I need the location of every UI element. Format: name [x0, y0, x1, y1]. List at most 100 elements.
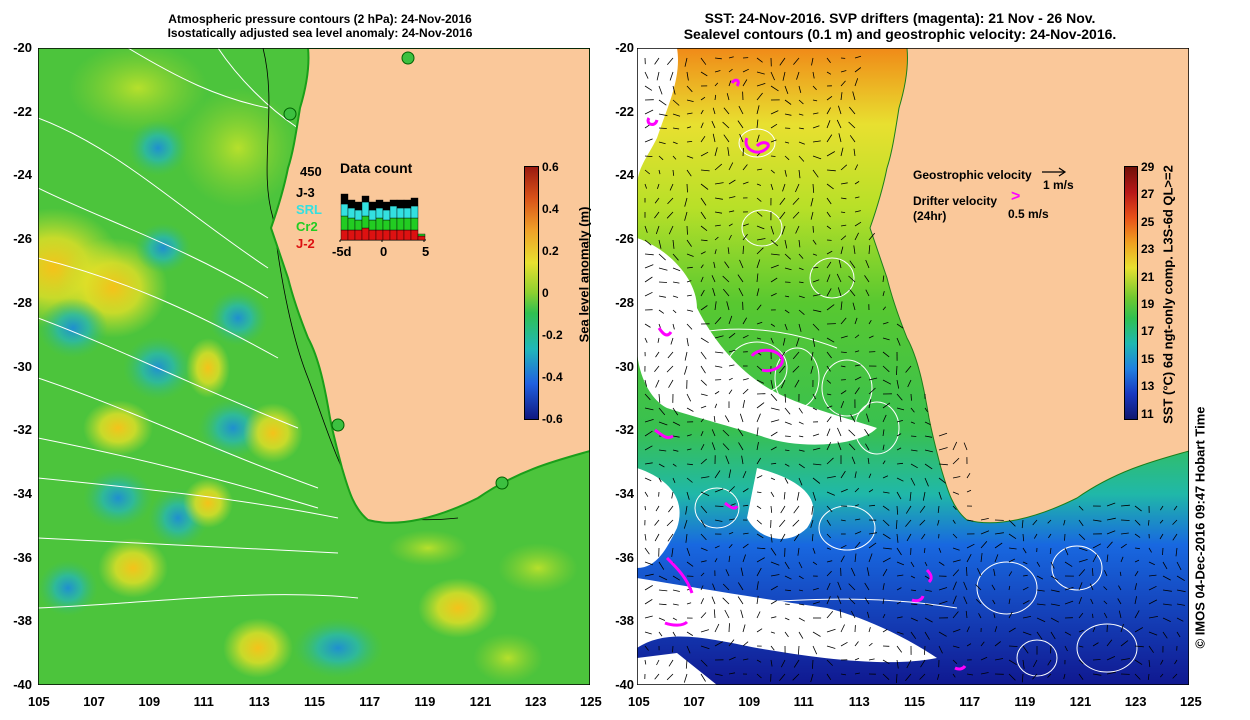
inset-bar-segment [361, 201, 370, 217]
velocity-arrow [1078, 569, 1086, 577]
velocity-arrow [784, 85, 789, 95]
velocity-arrow [812, 99, 818, 102]
velocity-arrow [952, 505, 957, 510]
velocity-arrow [978, 613, 982, 619]
velocity-arrow [896, 477, 904, 482]
velocity-arrow [756, 57, 763, 63]
velocity-arrow [738, 288, 744, 297]
velocity-arrow [770, 293, 777, 297]
velocity-arrow [1008, 611, 1013, 619]
velocity-arrow [742, 470, 747, 479]
velocity-arrow [1174, 659, 1178, 665]
velocity-arrow [644, 323, 651, 328]
velocity-arrow [924, 645, 926, 655]
velocity-arrow [672, 421, 681, 426]
velocity-arrow [756, 211, 763, 217]
velocity-arrow [756, 365, 763, 371]
velocity-arrow [770, 574, 780, 577]
velocity-arrow [686, 126, 692, 129]
velocity-arrow [686, 434, 692, 437]
velocity-arrow [1048, 533, 1052, 539]
velocity-arrow [782, 71, 786, 81]
velocity-arrow [700, 71, 708, 77]
velocity-arrow [910, 603, 918, 606]
velocity-arrow [784, 323, 788, 331]
velocity-arrow [826, 288, 832, 297]
velocity-arrow [840, 224, 847, 227]
velocity-arrow [770, 431, 778, 437]
velocity-arrow [654, 211, 660, 219]
velocity-arrow [896, 561, 905, 566]
velocity-arrow [658, 253, 666, 261]
latitude-tick: -30 [615, 358, 634, 374]
velocity-arrow [848, 583, 856, 591]
velocity-arrow [1106, 517, 1116, 521]
velocity-arrow [1078, 612, 1084, 619]
velocity-arrow [756, 595, 759, 605]
velocity-arrow [924, 463, 933, 470]
velocity-arrow [1120, 658, 1130, 661]
velocity-arrow [797, 547, 800, 556]
velocity-arrow [852, 91, 856, 101]
inset-bar-segment [417, 235, 426, 241]
velocity-arrow [854, 55, 862, 59]
velocity-arrow [923, 547, 926, 554]
velocity-arrow [779, 211, 786, 220]
velocity-arrow [798, 589, 803, 592]
velocity-arrow [756, 557, 765, 563]
velocity-arrow [1092, 519, 1102, 522]
velocity-arrow [792, 197, 800, 205]
velocity-arrow [644, 533, 647, 541]
velocity-arrow [756, 304, 762, 311]
colorbar-tick: 23 [1141, 242, 1155, 257]
velocity-arrow [882, 583, 885, 591]
velocity-arrow [1064, 645, 1068, 652]
velocity-arrow [756, 402, 765, 409]
velocity-arrow [1008, 533, 1017, 540]
velocity-arrow [1172, 533, 1178, 541]
velocity-arrow [742, 234, 748, 241]
velocity-arrow [812, 85, 817, 91]
velocity-arrow [910, 463, 918, 469]
inset-bar-segment [354, 209, 363, 221]
inset-bar-segment [347, 207, 356, 219]
velocity-arrow [896, 631, 904, 635]
velocity-arrow [756, 321, 763, 325]
velocity-arrow [882, 475, 889, 479]
velocity-arrow [770, 264, 779, 269]
left-title-line2: Isostatically adjusted sea level anomaly… [167, 26, 473, 40]
velocity-arrow [868, 553, 873, 563]
velocity-arrow [700, 572, 705, 577]
latitude-tick: -26 [13, 231, 32, 247]
velocity-arrow [905, 505, 912, 514]
velocity-arrow [728, 68, 733, 73]
velocity-arrow [1078, 519, 1084, 527]
velocity-arrow [780, 659, 786, 668]
cloud-mask [637, 48, 937, 685]
velocity-arrow [854, 221, 862, 227]
velocity-arrow [1022, 659, 1025, 669]
velocity-arrow [963, 581, 968, 591]
velocity-arrow [770, 600, 777, 605]
velocity-arrow [966, 519, 974, 522]
velocity-arrow [684, 351, 688, 361]
velocity-arrow [854, 67, 862, 73]
velocity-arrow [1032, 673, 1038, 680]
velocity-arrow [826, 337, 835, 343]
velocity-arrow [812, 491, 817, 501]
inset-bar-segment [389, 205, 398, 219]
velocity-arrow [924, 407, 928, 413]
velocity-arrow [867, 457, 870, 465]
inset-legend: J-3 SRL Cr2 J-2 [296, 184, 336, 252]
velocity-arrow [672, 407, 679, 416]
right-map [637, 48, 1189, 685]
velocity-arrow [952, 611, 959, 619]
velocity-arrow [850, 610, 856, 619]
velocity-arrow [644, 477, 652, 482]
velocity-arrow [756, 427, 759, 437]
longitude-tick: 115 [304, 694, 325, 709]
left-lon-axis: 105 107 109 111 113 115 117 119 121 123 125 [20, 694, 620, 714]
velocity-arrow [952, 595, 957, 605]
longitude-tick: 117 [959, 694, 981, 709]
longitude-tick: 111 [793, 694, 814, 709]
